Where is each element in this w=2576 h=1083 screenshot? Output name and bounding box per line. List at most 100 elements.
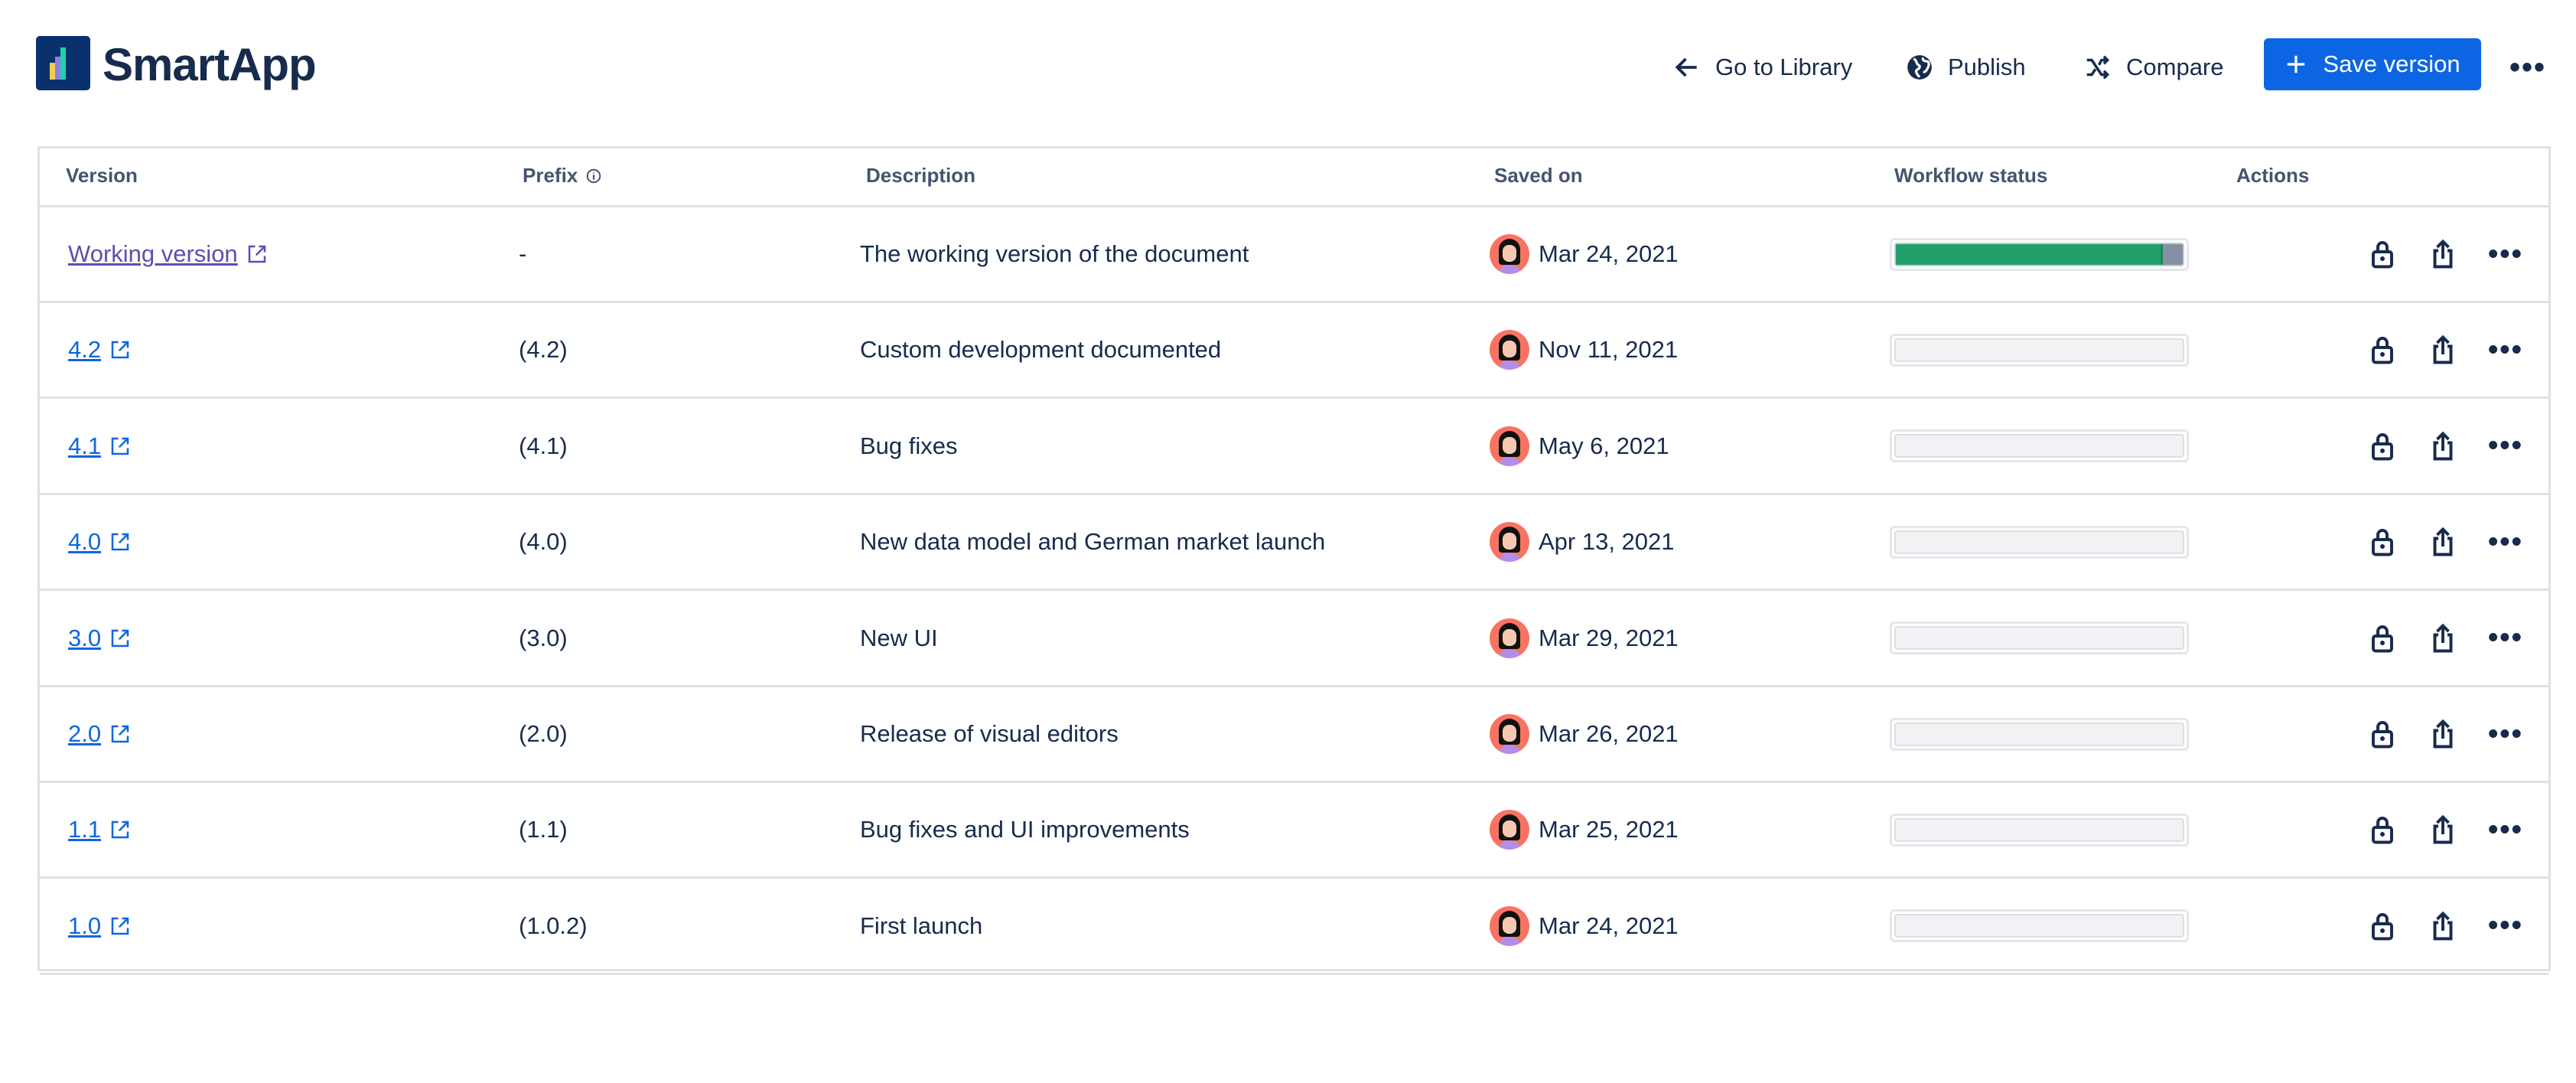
share-button[interactable]: [2429, 495, 2457, 589]
row-more-button[interactable]: •••: [2488, 621, 2523, 654]
lock-icon: [2372, 529, 2393, 556]
description-cell: New UI: [860, 624, 938, 651]
prefix-cell: -: [519, 240, 527, 267]
compare-button[interactable]: Compare: [2083, 44, 2224, 90]
saved-on-cell: May 6, 2021: [1490, 400, 1669, 493]
share-button[interactable]: [2429, 400, 2457, 493]
row-more-button[interactable]: •••: [2488, 909, 2523, 942]
saved-on-cell: Apr 13, 2021: [1490, 495, 1675, 589]
workflow-progress-bar: [1890, 429, 2189, 463]
share-button[interactable]: [2429, 207, 2457, 301]
share-button[interactable]: [2429, 303, 2457, 396]
row-more-button[interactable]: •••: [2488, 717, 2523, 750]
info-icon[interactable]: [585, 168, 602, 184]
avatar: [1490, 522, 1529, 563]
description-cell: The working version of the document: [860, 240, 1249, 267]
version-label: 4.2: [68, 336, 102, 364]
share-icon: [2433, 431, 2453, 461]
save-version-button[interactable]: Save version: [2264, 38, 2481, 90]
row-more-button[interactable]: •••: [2488, 237, 2523, 270]
avatar: [1490, 330, 1529, 370]
column-actions: Actions: [2236, 164, 2310, 187]
workflow-status-cell: [1890, 879, 2189, 973]
description-cell: New data model and German market launch: [860, 528, 1326, 556]
saved-on-date: Mar 24, 2021: [1539, 240, 1679, 267]
lock-button[interactable]: [2369, 303, 2396, 396]
prefix-cell: (4.2): [519, 336, 568, 364]
prefix-cell: (1.1): [519, 816, 568, 843]
table-row: 4.1 (4.1) Bug fixes May 6, 2021 •••: [40, 400, 2548, 495]
row-more-button[interactable]: •••: [2488, 813, 2523, 846]
share-icon: [2433, 335, 2453, 364]
version-label: 3.0: [68, 624, 102, 651]
description-cell: First launch: [860, 912, 983, 939]
version-label: 1.0: [68, 912, 102, 939]
prefix-cell: (4.0): [519, 528, 568, 556]
go-to-library-button[interactable]: Go to Library: [1672, 44, 1852, 90]
column-description: Description: [866, 164, 976, 187]
versions-table: Version Prefix Description Saved on Work…: [37, 146, 2551, 975]
version-label: 4.0: [68, 528, 102, 556]
prefix-cell: (4.1): [519, 432, 568, 459]
app-title: SmartApp: [103, 39, 317, 90]
lock-icon: [2372, 337, 2393, 364]
more-options-icon[interactable]: •••: [2509, 51, 2547, 84]
saved-on-cell: Nov 11, 2021: [1490, 303, 1678, 396]
row-more-button[interactable]: •••: [2488, 429, 2523, 462]
row-more-button[interactable]: •••: [2488, 333, 2523, 366]
table-row: 4.0 (4.0) New data model and German mark…: [40, 495, 2548, 592]
version-link[interactable]: 4.2: [68, 336, 132, 364]
share-button[interactable]: [2429, 687, 2457, 781]
lock-button[interactable]: [2369, 687, 2396, 781]
external-link-icon: [111, 341, 129, 359]
share-icon: [2433, 911, 2453, 941]
lock-button[interactable]: [2369, 592, 2396, 685]
version-link[interactable]: 1.0: [68, 912, 132, 940]
version-link[interactable]: Working version: [68, 240, 269, 268]
share-icon: [2433, 815, 2453, 844]
lock-button[interactable]: [2369, 400, 2396, 493]
publish-button[interactable]: Publish: [1905, 44, 2026, 90]
lock-icon: [2372, 625, 2393, 653]
avatar: [1490, 905, 1529, 946]
prefix-cell: (2.0): [519, 720, 568, 747]
workflow-progress-bar: [1890, 813, 2189, 847]
share-icon: [2433, 719, 2453, 749]
lock-button[interactable]: [2369, 207, 2396, 301]
lock-button[interactable]: [2369, 879, 2396, 973]
lock-icon: [2372, 912, 2393, 941]
table-row: Working version - The working version of…: [40, 207, 2548, 303]
version-link[interactable]: 2.0: [68, 720, 132, 748]
share-button[interactable]: [2429, 592, 2457, 685]
workflow-status-cell: [1890, 783, 2189, 876]
description-cell: Custom development documented: [860, 336, 1222, 364]
saved-on-date: Mar 26, 2021: [1539, 720, 1679, 747]
saved-on-date: Mar 29, 2021: [1539, 624, 1679, 651]
saved-on-date: Mar 24, 2021: [1539, 912, 1679, 939]
column-version: Version: [66, 164, 138, 187]
lock-button[interactable]: [2369, 783, 2396, 876]
version-link[interactable]: 3.0: [68, 625, 132, 652]
row-more-button[interactable]: •••: [2488, 525, 2523, 558]
share-button[interactable]: [2429, 783, 2457, 876]
version-link[interactable]: 4.0: [68, 528, 132, 556]
external-link-icon: [111, 437, 129, 455]
avatar: [1490, 714, 1529, 754]
version-link[interactable]: 1.1: [68, 816, 132, 843]
version-label: 4.1: [68, 432, 102, 459]
lock-button[interactable]: [2369, 495, 2396, 589]
table-row: 1.0 (1.0.2) First launch Mar 24, 2021 ••…: [40, 879, 2548, 975]
table-row: 2.0 (2.0) Release of visual editors Mar …: [40, 687, 2548, 783]
share-button[interactable]: [2429, 879, 2457, 973]
saved-on-date: Mar 25, 2021: [1539, 816, 1679, 843]
go-to-library-label: Go to Library: [1715, 54, 1853, 80]
workflow-status-cell: [1890, 207, 2189, 301]
table-row: 3.0 (3.0) New UI Mar 29, 2021 •••: [40, 592, 2548, 687]
version-label: 2.0: [68, 720, 102, 747]
external-link-icon: [111, 533, 129, 551]
version-link[interactable]: 4.1: [68, 432, 132, 460]
table-row: 1.1 (1.1) Bug fixes and UI improvements …: [40, 783, 2548, 879]
arrow-left-icon: [1675, 57, 1697, 77]
saved-on-date: Nov 11, 2021: [1539, 336, 1679, 364]
table-row: 4.2 (4.2) Custom development documented …: [40, 303, 2548, 400]
